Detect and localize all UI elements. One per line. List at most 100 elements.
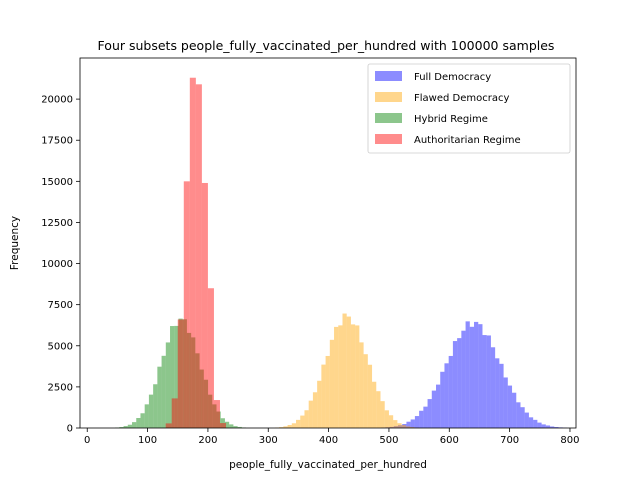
bar-series-2-bin-21: [203, 379, 209, 428]
bar-series-3-bin-9: [219, 423, 227, 428]
bar-series-0-bin-31: [512, 392, 517, 428]
bar-series-0-bin-6: [406, 421, 411, 428]
bar-series-1-bin-22: [367, 364, 373, 428]
bar-series-0-bin-33: [520, 407, 525, 428]
bar-series-0-bin-41: [554, 427, 559, 428]
bar-series-3-bin-6: [201, 182, 208, 428]
bar-series-2-bin-10: [157, 366, 162, 428]
legend-swatch-2: [375, 113, 402, 123]
bar-series-1-bin-5: [296, 419, 301, 428]
bar-series-1-bin-19: [355, 325, 360, 428]
bar-series-0-bin-11: [427, 399, 432, 428]
bar-series-1-bin-9: [312, 392, 318, 428]
bar-series-0-bin-8: [414, 416, 420, 428]
bar-series-2-bin-26: [224, 421, 230, 428]
bar-series-0-bin-34: [524, 412, 529, 428]
legend-label-2: Hybrid Regime: [414, 114, 488, 125]
bar-series-2-bin-6: [140, 413, 145, 428]
bar-series-2-bin-23: [212, 404, 217, 428]
y-tick-label: 0: [67, 424, 73, 435]
x-tick-label: 0: [84, 435, 90, 446]
bar-series-0-bin-14: [440, 371, 445, 428]
bar-series-1-bin-8: [308, 400, 313, 428]
bar-series-2-bin-15: [178, 318, 183, 428]
legend-swatch-3: [375, 134, 402, 144]
bar-series-1-bin-24: [376, 391, 381, 428]
x-tick-label: 100: [138, 435, 157, 446]
x-tick-label: 800: [560, 435, 579, 446]
x-tick-label: 300: [259, 435, 278, 446]
bar-series-3-bin-7: [207, 288, 214, 428]
bar-series-1-bin-29: [397, 423, 402, 428]
bar-series-1-bin-13: [329, 339, 335, 428]
bar-series-0-bin-2: [389, 426, 394, 428]
bar-series-0-bin-12: [431, 390, 437, 428]
bar-series-0-bin-35: [528, 417, 534, 428]
bar-series-2-bin-1: [119, 427, 124, 428]
bar-series-0-bin-40: [550, 426, 555, 428]
bar-series-1-bin-20: [359, 342, 364, 428]
bar-series-0-bin-13: [436, 384, 441, 428]
legend-label-3: Authoritarian Regime: [414, 135, 521, 146]
bar-series-2-bin-17: [186, 332, 192, 428]
bar-series-0-bin-39: [545, 425, 551, 428]
bar-series-0-bin-25: [486, 335, 491, 428]
bar-series-2-bin-12: [165, 342, 171, 428]
y-axis-label: Frequency: [9, 216, 21, 270]
bar-series-1-bin-15: [338, 325, 343, 428]
legend-label-0: Full Democracy: [414, 72, 491, 83]
bar-series-2-bin-7: [144, 404, 149, 428]
bar-series-2-bin-4: [132, 422, 137, 428]
bar-series-2-bin-18: [191, 337, 196, 428]
bar-series-1-bin-32: [410, 427, 415, 428]
series-1-bars: [274, 313, 419, 428]
bar-series-3-bin-2: [177, 319, 184, 428]
bar-series-2-bin-3: [127, 424, 133, 428]
bar-series-2-bin-28: [233, 426, 238, 428]
plot-frame: [79, 57, 577, 429]
x-tick-label: 400: [319, 435, 338, 446]
bar-series-0-bin-21: [469, 326, 475, 428]
y-axis: 0 2500 5000 7500 10000 12500 15000 17500 20000: [41, 95, 80, 435]
bar-series-2-bin-20: [199, 369, 204, 428]
bar-series-0-bin-4: [397, 425, 403, 428]
bar-series-1-bin-4: [291, 423, 297, 428]
bar-series-2-bin-2: [123, 426, 128, 428]
bar-series-2-bin-25: [220, 418, 225, 428]
bar-series-0-bin-23: [478, 324, 483, 428]
bar-series-0-bin-27: [495, 358, 500, 428]
bar-series-1-bin-6: [300, 415, 305, 428]
bar-series-2-bin-11: [161, 355, 166, 428]
bar-series-1-bin-27: [388, 415, 394, 428]
bar-series-0-bin-20: [465, 321, 470, 428]
bar-series-1-bin-11: [321, 364, 326, 428]
bar-series-0-bin-3: [393, 426, 398, 428]
bar-series-2-bin-22: [208, 394, 213, 428]
y-tick-label: 20000: [41, 95, 73, 106]
legend-swatch-1: [375, 92, 402, 102]
bar-series-1-bin-3: [287, 424, 292, 428]
legend: Full Democracy Flawed Democracy Hybrid Reg…: [367, 63, 571, 154]
y-tick-label: 15000: [41, 177, 73, 188]
bar-series-3-bin-5: [195, 84, 202, 429]
legend-swatch-0: [375, 71, 402, 81]
bar-series-2-bin-27: [229, 424, 234, 428]
series-0-bars: [381, 321, 567, 428]
bar-series-3-bin-0: [165, 423, 172, 428]
bar-series-3-bin-3: [183, 181, 190, 428]
bar-series-0-bin-22: [474, 321, 479, 428]
bar-series-0-bin-16: [448, 355, 453, 428]
x-axis-label: people_fully_vaccinated_per_hundred: [229, 459, 427, 471]
chart-title: Four subsets people_fully_vaccinated_per…: [98, 38, 555, 53]
bar-series-0-bin-7: [410, 419, 415, 428]
bar-series-1-bin-10: [317, 380, 322, 428]
y-tick-label: 5000: [48, 341, 73, 352]
bar-series-0-bin-30: [507, 385, 513, 428]
bar-series-2-bin-13: [170, 326, 175, 428]
bar-series-1-bin-26: [384, 410, 389, 428]
y-tick-label: 10000: [41, 259, 73, 270]
bar-series-1-bin-16: [342, 313, 347, 428]
x-tick-label: 500: [379, 435, 398, 446]
bar-series-1-bin-23: [372, 381, 377, 428]
bar-series-2-bin-16: [182, 319, 187, 428]
